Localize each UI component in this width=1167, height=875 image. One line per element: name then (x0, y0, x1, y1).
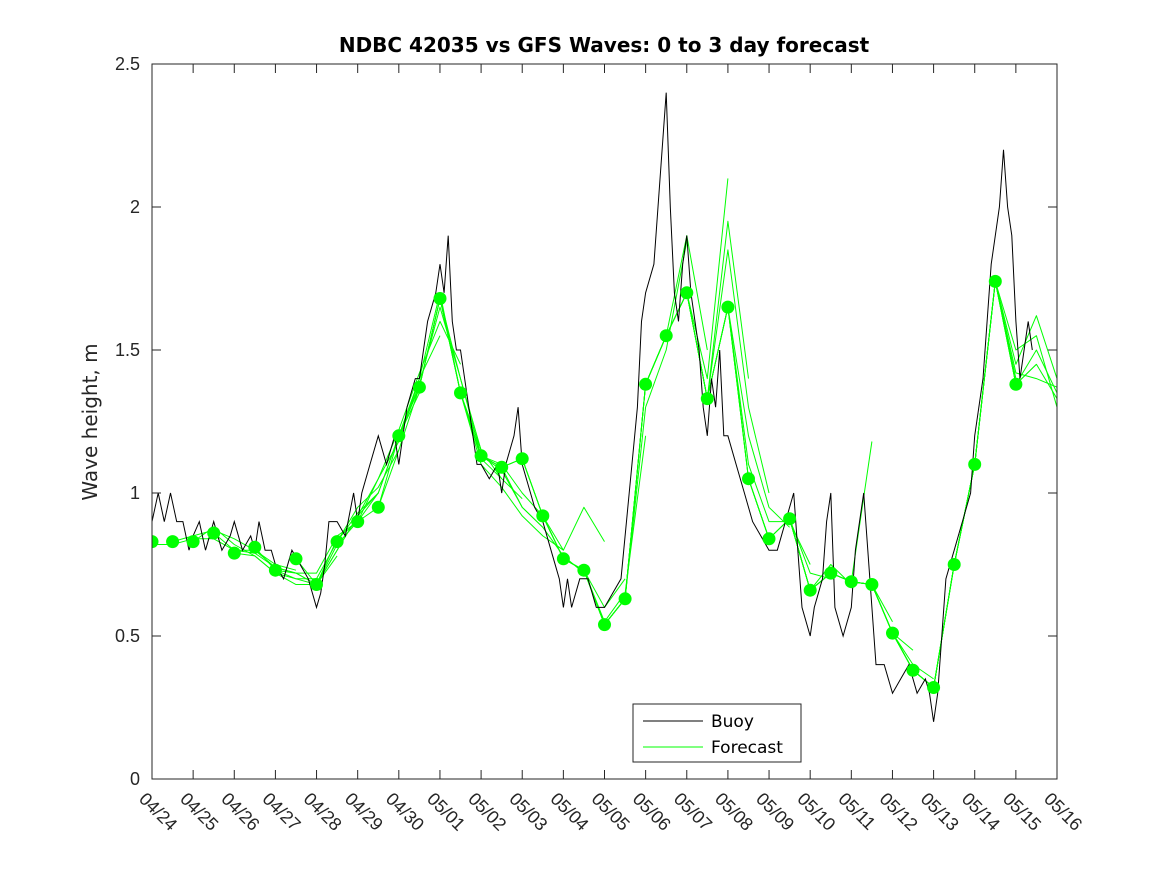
y-tick-label-2: 1 (130, 483, 140, 503)
forecast-marker-37 (906, 663, 920, 677)
legend: Buoy Forecast (632, 703, 802, 763)
forecast-marker-32 (803, 583, 817, 597)
forecast-marker-10 (351, 515, 365, 529)
forecast-marker-5 (248, 540, 262, 554)
forecast-marker-21 (577, 563, 591, 577)
forecast-marker-9 (330, 535, 344, 549)
forecast-marker-2 (186, 535, 200, 549)
forecast-marker-40 (968, 457, 982, 471)
legend-label-1: Forecast (711, 738, 783, 758)
forecast-marker-39 (947, 558, 961, 571)
y-tick-label-1: 0.5 (115, 626, 140, 646)
forecast-marker-12 (392, 429, 406, 443)
forecast-marker-30 (762, 532, 776, 546)
forecast-marker-6 (268, 563, 282, 577)
forecast-marker-26 (680, 286, 694, 300)
forecast-line-10 (357, 292, 503, 523)
forecast-marker-15 (454, 386, 467, 400)
forecast-marker-3 (207, 526, 221, 540)
forecast-marker-7 (289, 552, 303, 566)
forecast-marker-28 (721, 300, 735, 314)
data-layer (152, 92, 1057, 722)
forecast-marker-17 (495, 460, 509, 474)
y-tick-label-3: 1.5 (115, 340, 140, 360)
forecast-marker-35 (865, 578, 879, 591)
y-tick-label-5: 2.5 (115, 54, 140, 74)
forecast-marker-38 (927, 681, 941, 694)
buoy-line (152, 92, 1033, 722)
forecast-marker-33 (824, 566, 838, 580)
legend-box (632, 703, 802, 763)
y-axis-label: Wave height, m (78, 343, 102, 500)
forecast-marker-4 (227, 546, 241, 560)
forecast-marker-22 (598, 618, 611, 632)
forecast-marker-1 (166, 535, 180, 549)
forecast-marker-25 (659, 329, 673, 343)
forecast-markers (152, 274, 1023, 694)
forecast-marker-13 (412, 380, 426, 394)
y-tick-label-4: 2 (130, 197, 140, 217)
legend-label-0: Buoy (711, 712, 754, 732)
forecast-marker-34 (844, 575, 858, 589)
forecast-marker-23 (618, 592, 632, 606)
forecast-marker-20 (556, 552, 570, 566)
forecast-marker-18 (515, 452, 529, 466)
forecast-marker-0 (152, 535, 159, 549)
forecast-marker-41 (988, 274, 1002, 288)
forecast-marker-29 (742, 472, 755, 486)
y-tick-label-0: 0 (130, 769, 140, 789)
forecast-marker-36 (886, 626, 899, 640)
forecast-marker-11 (371, 500, 385, 514)
forecast-line-8 (316, 320, 461, 585)
forecast-marker-31 (783, 512, 797, 526)
forecast-marker-27 (700, 392, 714, 406)
chart-title: NDBC 42035 vs GFS Waves: 0 to 3 day fore… (339, 33, 870, 57)
forecast-line-40 (974, 280, 1057, 465)
forecast-marker-8 (310, 578, 323, 591)
forecast-marker-14 (433, 292, 447, 305)
forecast-line-41 (994, 281, 1057, 399)
forecast-marker-16 (474, 449, 488, 463)
forecast-marker-24 (639, 377, 653, 391)
forecast-marker-42 (1009, 377, 1023, 391)
forecast-marker-19 (536, 509, 550, 523)
